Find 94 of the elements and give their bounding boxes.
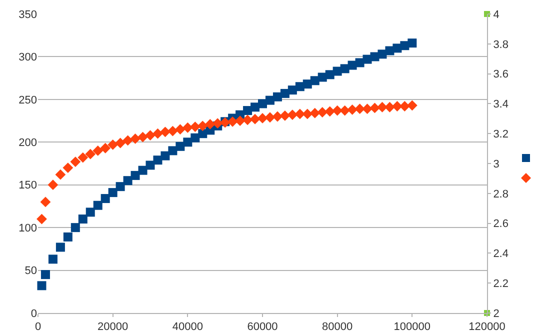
point — [78, 214, 88, 224]
point — [197, 120, 208, 132]
x-tick-label: 120000 — [468, 321, 506, 334]
point — [176, 142, 185, 151]
point — [93, 200, 102, 210]
point — [362, 104, 372, 114]
point — [340, 105, 350, 116]
y-tick-label: 0 — [30, 308, 37, 320]
point — [287, 110, 298, 120]
point — [183, 138, 192, 147]
point — [153, 156, 162, 165]
point — [63, 232, 72, 242]
point — [168, 126, 178, 136]
point — [242, 114, 253, 126]
point — [62, 162, 74, 173]
point — [146, 160, 155, 170]
point — [92, 145, 104, 156]
point — [354, 104, 365, 114]
point — [317, 107, 328, 118]
point — [48, 254, 58, 264]
point — [406, 100, 418, 111]
point — [294, 108, 306, 120]
y2-tick-label: 3.6 — [493, 68, 508, 81]
point — [138, 166, 148, 175]
point — [130, 170, 140, 180]
point — [145, 130, 156, 141]
x-tick-label: 100000 — [394, 321, 431, 334]
y-tick-label: 300 — [18, 52, 37, 64]
point — [160, 151, 170, 160]
point — [48, 180, 58, 190]
point — [40, 196, 51, 208]
point — [204, 119, 216, 130]
point — [250, 114, 260, 124]
point — [40, 270, 50, 280]
y2-tick-label: 2 — [493, 308, 500, 320]
point — [168, 146, 178, 156]
point — [399, 101, 410, 112]
point — [100, 194, 110, 204]
point — [152, 128, 163, 139]
y-tick-label: 100 — [18, 222, 37, 234]
point — [302, 108, 313, 120]
point — [85, 148, 96, 160]
y2-tick-label: 3.2 — [493, 128, 508, 140]
point — [182, 122, 193, 133]
point — [212, 118, 223, 129]
point — [130, 134, 140, 144]
point — [310, 108, 320, 118]
y-tick-label: 150 — [18, 180, 37, 192]
point — [70, 156, 81, 167]
point — [324, 106, 336, 117]
y2-tick-label: 3 — [493, 158, 500, 170]
y2-tick-label: 4 — [493, 8, 500, 21]
y2-tick-label: 2.2 — [493, 278, 508, 290]
y2-tick-label: 2.8 — [493, 188, 508, 200]
y2-tick-label: 3.4 — [493, 98, 508, 111]
point — [347, 104, 358, 115]
point — [108, 140, 118, 150]
point — [392, 101, 402, 112]
point — [190, 122, 200, 132]
point — [78, 152, 88, 163]
y2-tick-label: 3.8 — [493, 38, 508, 51]
y-tick-label: 50 — [24, 265, 37, 278]
y-tick-label: 350 — [18, 8, 37, 21]
point — [37, 281, 46, 290]
point — [115, 138, 126, 148]
point — [36, 214, 47, 224]
point — [377, 102, 388, 112]
point — [86, 208, 95, 217]
x-tick-label: 60000 — [247, 321, 278, 334]
point — [272, 111, 283, 122]
point — [408, 38, 417, 48]
point — [227, 116, 238, 127]
point — [160, 126, 170, 138]
point — [56, 242, 65, 252]
y2-tick-label: 2.6 — [493, 218, 508, 230]
point — [70, 223, 80, 232]
point — [384, 102, 395, 112]
point — [123, 176, 132, 186]
point — [174, 124, 186, 135]
y-tick-label: 200 — [18, 136, 37, 149]
point — [280, 110, 290, 121]
x-tick-label: 20000 — [98, 321, 128, 334]
point — [234, 116, 246, 126]
y-tick-label: 250 — [18, 94, 37, 106]
point — [264, 112, 276, 123]
point — [100, 142, 111, 154]
point — [116, 182, 125, 192]
y2-tick-label: 2.4 — [493, 248, 508, 260]
point — [122, 135, 133, 146]
point — [190, 133, 200, 142]
x-tick-label: 40000 — [172, 321, 203, 334]
x-tick-label: 80000 — [322, 321, 353, 334]
point — [108, 188, 118, 198]
point — [55, 169, 66, 180]
